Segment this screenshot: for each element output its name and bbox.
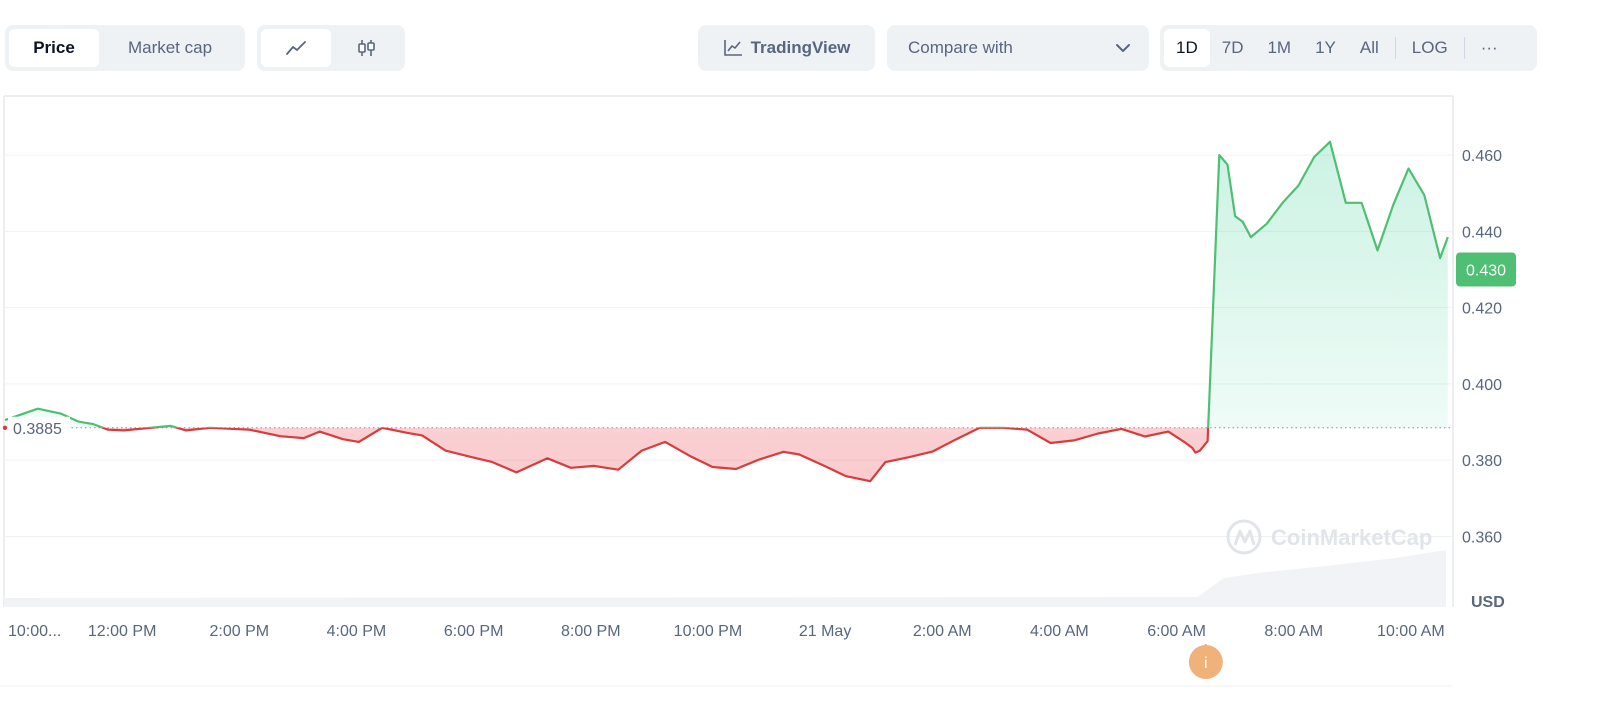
price-line-up	[4, 140, 1449, 428]
x-axis: 10:00... 12:00 PM 2:00 PM 4:00 PM 6:00 PM 8:0…	[8, 623, 1445, 640]
current-price-badge	[1456, 252, 1516, 287]
chart-toolbar: Price Market cap TradingView Compare wit…	[0, 0, 1614, 96]
time-range-toggle: 1D 7D 1M 1Y All LOG ···	[1160, 25, 1537, 71]
x-tick-label: 21 May	[799, 623, 851, 640]
info-icon: i	[1204, 655, 1208, 672]
price-tab[interactable]: Price	[9, 29, 99, 67]
y-tick-label: 0.380	[1462, 453, 1502, 470]
baseline-label: 0.3885	[13, 421, 62, 438]
y-tick-label: 0.460	[1462, 148, 1502, 165]
x-tick-label: 4:00 PM	[327, 623, 387, 640]
baseline-label-bg	[8, 416, 70, 439]
currency-label: USD	[1471, 594, 1505, 611]
x-tick-label: 2:00 AM	[913, 623, 972, 640]
x-tick-label: 2:00 PM	[210, 623, 270, 640]
range-divider	[1463, 37, 1465, 59]
coinmarketcap-logo-icon	[1226, 519, 1262, 555]
compare-with-select[interactable]: Compare with	[887, 25, 1149, 71]
x-tick-label: 8:00 PM	[561, 623, 621, 640]
line-chart-icon	[286, 41, 306, 55]
tradingview-label: TradingView	[750, 38, 851, 57]
x-tick-label: 10:00...	[8, 623, 61, 640]
chart-kind-toggle	[257, 25, 405, 71]
range-7d-button[interactable]: 7D	[1221, 38, 1244, 57]
event-marker[interactable]: i	[1188, 644, 1223, 679]
x-tick-label: 6:00 PM	[444, 623, 504, 640]
coinmarketcap-watermark: CoinMarketCap	[1226, 519, 1432, 555]
volume-fill	[4, 538, 1446, 607]
range-1y-button[interactable]: 1Y	[1315, 38, 1336, 57]
x-tick-label: 10:00 AM	[1377, 623, 1445, 640]
range-1d-button[interactable]: 1D	[1164, 29, 1210, 67]
price-areas	[5, 141, 1448, 482]
y-axis: 0.360 0.380 0.400 0.420 0.440 0.460 USD	[1462, 148, 1505, 611]
y-tick-label: 0.440	[1462, 224, 1502, 241]
x-tick-label: 8:00 AM	[1264, 623, 1323, 640]
event-marker-circle	[1188, 645, 1223, 679]
log-scale-button[interactable]: LOG	[1411, 38, 1448, 57]
area-above-baseline	[5, 141, 1448, 428]
market-cap-tab[interactable]: Market cap	[127, 38, 213, 57]
range-all-button[interactable]: All	[1359, 38, 1379, 57]
tradingview-button[interactable]: TradingView	[698, 25, 875, 71]
chevron-down-icon	[1116, 44, 1130, 52]
candlestick-chart-button[interactable]	[331, 29, 401, 67]
price-line-down	[99, 427, 1210, 483]
tradingview-chart-icon	[723, 40, 742, 56]
area-below-baseline	[5, 427, 1448, 482]
chart-frame	[0, 95, 1454, 687]
watermark-text: CoinMarketCap	[1271, 525, 1432, 550]
current-price-label: 0.430	[1466, 263, 1506, 280]
line-chart-button[interactable]	[261, 29, 331, 67]
price-lines	[4, 140, 1449, 483]
candlestick-icon	[358, 40, 375, 56]
x-tick-label: 4:00 AM	[1030, 623, 1089, 640]
x-tick-label: 10:00 PM	[674, 623, 742, 640]
volume-area	[4, 538, 1446, 607]
y-tick-label: 0.420	[1462, 301, 1502, 318]
x-tick-label: 6:00 AM	[1147, 623, 1206, 640]
y-tick-label: 0.400	[1462, 377, 1502, 394]
more-options-button[interactable]: ···	[1480, 38, 1498, 57]
baseline-start-dot	[2, 425, 8, 430]
range-1m-button[interactable]: 1M	[1267, 38, 1292, 57]
compare-with-label: Compare with	[908, 38, 1013, 57]
y-tick-label: 0.360	[1462, 529, 1502, 546]
range-divider	[1394, 37, 1396, 59]
value-badges: 0.3885 0.430	[2, 252, 1516, 439]
data-type-toggle: Price Market cap	[5, 25, 245, 71]
x-tick-label: 12:00 PM	[88, 623, 156, 640]
